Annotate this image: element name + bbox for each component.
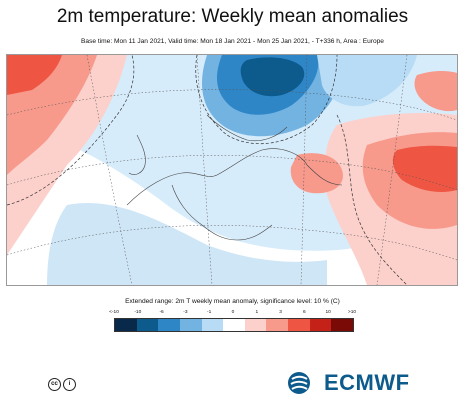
legend-tick: -3 [183, 310, 188, 315]
legend-swatch [115, 319, 137, 331]
anomaly-map [6, 54, 458, 286]
legend-swatch [223, 319, 245, 331]
license-badges: cc i [48, 378, 76, 391]
coastline-central [126, 148, 343, 206]
graticule [7, 55, 457, 285]
legend-swatch [309, 319, 332, 331]
coastline-uk [128, 134, 146, 175]
legend-tick: 0 [231, 310, 235, 315]
legend-swatch [288, 319, 310, 331]
southern-cool-region [47, 203, 327, 285]
legend-tick: 10 [325, 310, 331, 315]
legend-swatch [201, 319, 224, 331]
legend-swatch [266, 319, 289, 331]
east-hot-core [392, 145, 457, 192]
attribution-icon: i [63, 378, 76, 391]
legend-swatch [331, 319, 354, 331]
coastline-baltic [206, 114, 288, 142]
map-title: 2m temperature: Weekly mean anomalies [56, 6, 409, 27]
legend-swatch [244, 319, 267, 331]
significance-contours [7, 55, 408, 285]
north-russia-cool [317, 55, 417, 107]
legend-swatch [136, 319, 159, 331]
legend-tick-labels: <-10 -10 -6 -3 -1 0 1 3 6 10 >10 [109, 310, 356, 318]
greenland-hot-core [7, 55, 62, 95]
creative-commons-icon: cc [48, 378, 61, 391]
legend-tick: 3 [279, 310, 282, 315]
legend-title: Extended range: 2m T weekly mean anomaly… [125, 298, 340, 305]
ecmwf-logo-text: ECMWF [324, 370, 410, 395]
legend-tick: -1 [207, 310, 212, 315]
legend-swatch [179, 319, 202, 331]
legend-tick: 6 [303, 310, 306, 315]
ecmwf-emblem-icon [288, 372, 310, 394]
legend-color-bar [114, 318, 354, 332]
balkan-warm [290, 153, 343, 194]
northeast-warm [414, 70, 457, 112]
map-subtitle: Base time: Mon 11 Jan 2021, Valid time: … [81, 38, 384, 45]
legend-tick: <-10 [109, 310, 119, 315]
coastline-south [171, 184, 273, 241]
legend-swatch [158, 319, 180, 331]
scandinavia-core [240, 57, 305, 97]
ecmwf-logo: ECMWF [286, 370, 410, 396]
legend-tick: >10 [347, 310, 357, 315]
legend-tick: -6 [159, 310, 164, 315]
legend-tick: -10 [134, 310, 142, 315]
legend-tick: 1 [255, 310, 259, 315]
